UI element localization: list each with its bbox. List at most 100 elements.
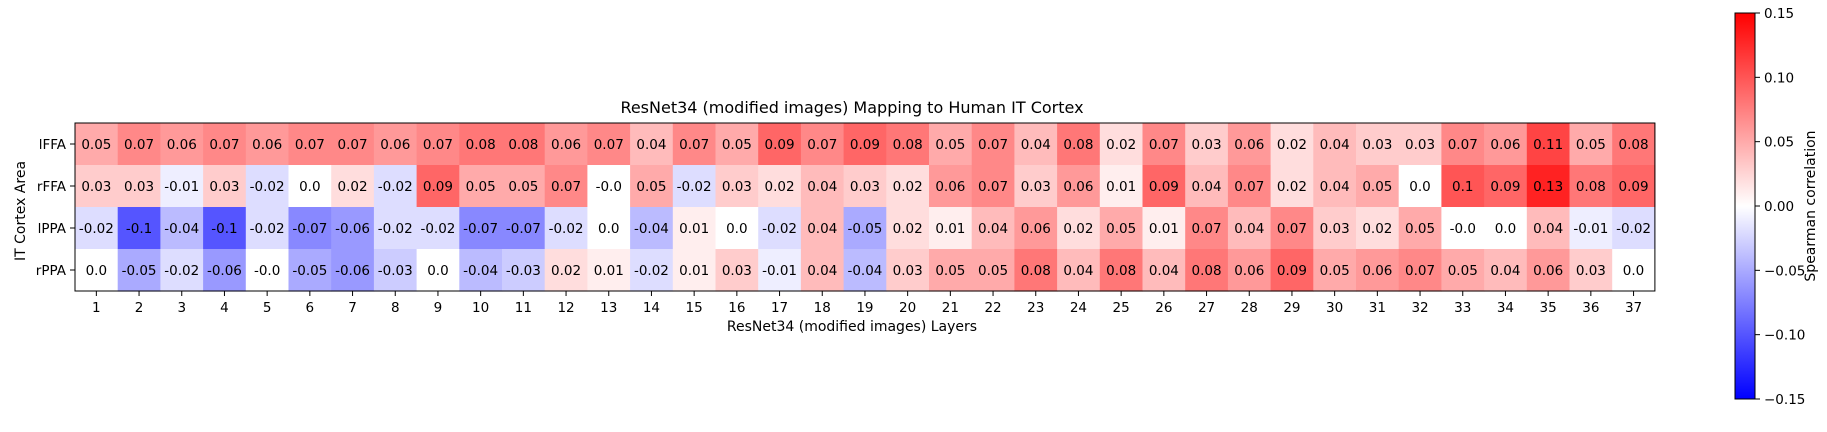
heatmap-cell-label: -0.02 — [250, 179, 285, 195]
heatmap-cell — [502, 249, 546, 292]
heatmap-cell-label: 0.03 — [1362, 137, 1392, 153]
heatmap-cell-label: 0.07 — [1192, 221, 1222, 237]
heatmap-cell-label: 0.08 — [1021, 263, 1051, 279]
heatmap-cell — [416, 249, 460, 292]
heatmap-cell — [373, 249, 418, 292]
heatmap-cell-label: 0.07 — [338, 137, 368, 153]
heatmap-cell — [1014, 165, 1058, 208]
heatmap-cell — [544, 123, 588, 166]
heatmap-cell — [843, 207, 887, 250]
heatmap-cell — [1142, 123, 1186, 166]
heatmap-cell-label: -0.07 — [506, 221, 541, 237]
heatmap-cell-label: 0.07 — [1277, 221, 1307, 237]
heatmap-cell-label: 0.02 — [551, 263, 581, 279]
heatmap-cell-label: -0.02 — [677, 179, 712, 195]
heatmap-cell-label: 0.07 — [1149, 137, 1179, 153]
heatmap-cell-label: 0.04 — [978, 221, 1008, 237]
heatmap-cell-label: 0.08 — [1063, 137, 1093, 153]
heatmap-cell — [886, 123, 930, 166]
heatmap-cell-label: 0.09 — [423, 179, 453, 195]
heatmap-cell-label: 0.05 — [1362, 179, 1392, 195]
heatmap-cell — [1398, 165, 1442, 208]
heatmap-cell — [1185, 123, 1229, 166]
heatmap-cell-label: 0.02 — [1063, 221, 1093, 237]
heatmap-cell-label: -0.05 — [292, 263, 327, 279]
heatmap-cell-label: 0.05 — [935, 263, 965, 279]
heatmap-cell — [1014, 207, 1058, 250]
heatmap-cell-label: 0.02 — [338, 179, 368, 195]
heatmap-cell — [971, 165, 1015, 208]
heatmap-cell-label: 0.04 — [807, 179, 837, 195]
heatmap-cell — [886, 249, 930, 292]
heatmap-cell — [1612, 165, 1656, 208]
heatmap-cell-label: 0.08 — [1192, 263, 1222, 279]
heatmap-cell — [1313, 165, 1357, 208]
heatmap-cell — [75, 123, 119, 166]
x-axis-ticks: 1 2 3 4 5 6 7 8 9 10 11 12 13 14 15 16 17 18 19 20 21 22 23 24 2… — [92, 291, 1642, 316]
y-tick-label: lPPA — [38, 221, 67, 237]
heatmap-cell — [416, 207, 460, 250]
heatmap-cell-label: 0.03 — [81, 179, 111, 195]
heatmap-cell-label: -0.03 — [378, 263, 413, 279]
heatmap-cell-label: 0.07 — [423, 137, 453, 153]
heatmap-cell-label: 0.07 — [978, 137, 1008, 153]
x-tick-label: 28 — [1241, 300, 1258, 316]
heatmap-cell — [75, 249, 119, 292]
heatmap-cell-label: 0.04 — [807, 221, 837, 237]
heatmap-cell-label: 0.0 — [1409, 179, 1430, 195]
heatmap-cell-label: 0.04 — [1063, 263, 1093, 279]
heatmap-cell — [1356, 123, 1400, 166]
heatmap-cell — [758, 123, 802, 166]
heatmap-cell — [416, 165, 460, 208]
heatmap-cell-label: 0.05 — [722, 137, 752, 153]
heatmap-cell — [1612, 207, 1656, 250]
heatmap-cell-label: 0.08 — [508, 137, 538, 153]
heatmap-cell — [331, 165, 375, 208]
x-tick-label: 15 — [686, 300, 703, 316]
heatmap-cell-label: 0.07 — [594, 137, 624, 153]
x-tick-label: 11 — [515, 300, 532, 316]
heatmap-cell-label: -0.06 — [335, 221, 370, 237]
x-tick-label: 19 — [856, 300, 873, 316]
heatmap-cell — [672, 207, 717, 250]
heatmap-cell-label: -0.02 — [1616, 221, 1651, 237]
heatmap-cell-label: 0.03 — [850, 179, 880, 195]
heatmap-cell-label: 0.03 — [1576, 263, 1606, 279]
heatmap-cell-label: 0.0 — [1495, 221, 1516, 237]
heatmap-cell — [373, 165, 418, 208]
heatmap-cell — [1313, 123, 1357, 166]
x-tick-label: 30 — [1326, 300, 1343, 316]
heatmap-cell — [1057, 207, 1101, 250]
heatmap-cell-label: 0.0 — [1623, 263, 1644, 279]
heatmap-cell-label: 0.07 — [807, 137, 837, 153]
heatmap-cell-label: 0.03 — [722, 263, 752, 279]
heatmap-cell — [715, 249, 759, 292]
x-tick-label: 8 — [391, 300, 400, 316]
heatmap-cell-label: 0.04 — [1490, 263, 1520, 279]
x-tick-label: 23 — [1027, 300, 1044, 316]
heatmap-cell-label: -0.02 — [634, 263, 669, 279]
heatmap-cell-label: -0.04 — [634, 221, 669, 237]
colorbar-label: Spearman correlation — [1803, 130, 1819, 281]
heatmap-cell — [75, 207, 119, 250]
heatmap-cell-label: 0.09 — [1277, 263, 1307, 279]
heatmap-cell-label: 0.02 — [1277, 137, 1307, 153]
heatmap-cell-label: 0.01 — [679, 221, 709, 237]
heatmap-cell — [971, 123, 1015, 166]
x-tick-label: 4 — [220, 300, 229, 316]
heatmap-cell-label: 0.06 — [935, 179, 965, 195]
heatmap-cell-label: -0.02 — [79, 221, 114, 237]
heatmap-cell — [544, 207, 588, 250]
heatmap-cell-label: 0.03 — [1405, 137, 1435, 153]
heatmap-cell — [843, 249, 887, 292]
heatmap-cell-label: 0.04 — [1533, 221, 1563, 237]
x-tick-label: 33 — [1454, 300, 1471, 316]
heatmap-cell-label: -0.1 — [211, 221, 237, 237]
heatmap-cell-label: 0.06 — [1063, 179, 1093, 195]
heatmap-cell — [1526, 249, 1571, 292]
heatmap-cell-label: 0.06 — [1234, 263, 1264, 279]
heatmap-cell — [1441, 249, 1485, 292]
heatmap-cell-label: 0.04 — [1149, 263, 1179, 279]
heatmap-cell-label: 0.06 — [252, 137, 282, 153]
heatmap-cell-label: 0.04 — [807, 263, 837, 279]
